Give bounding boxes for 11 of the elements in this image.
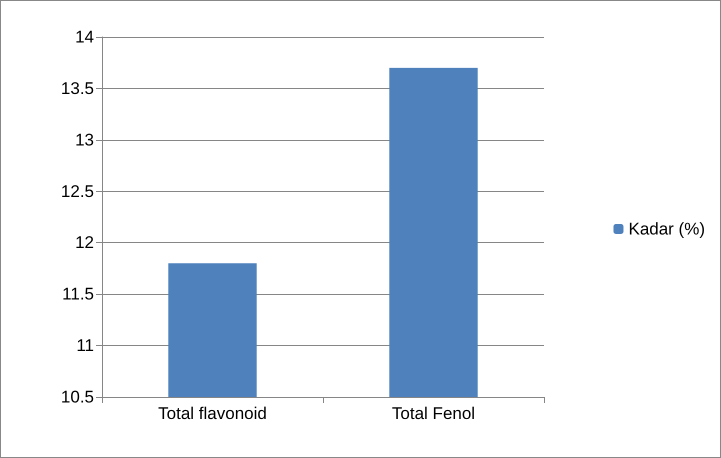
y-tick-label: 11 — [76, 336, 94, 356]
y-tick-label: 12.5 — [60, 182, 94, 201]
y-tick-label: 11.5 — [62, 284, 94, 304]
x-tick-label: Total Fenol — [392, 404, 476, 423]
legend-label: Kadar (%) — [628, 220, 706, 238]
y-tick-label: 10.5 — [60, 388, 94, 406]
y-tick-label: 12 — [75, 233, 94, 252]
y-tick-label: 14 — [75, 28, 94, 46]
x-tick-label: Total flavonoid — [158, 404, 267, 423]
y-tick-label: 13 — [75, 130, 94, 150]
y-tick-label: 13.5 — [60, 78, 94, 98]
